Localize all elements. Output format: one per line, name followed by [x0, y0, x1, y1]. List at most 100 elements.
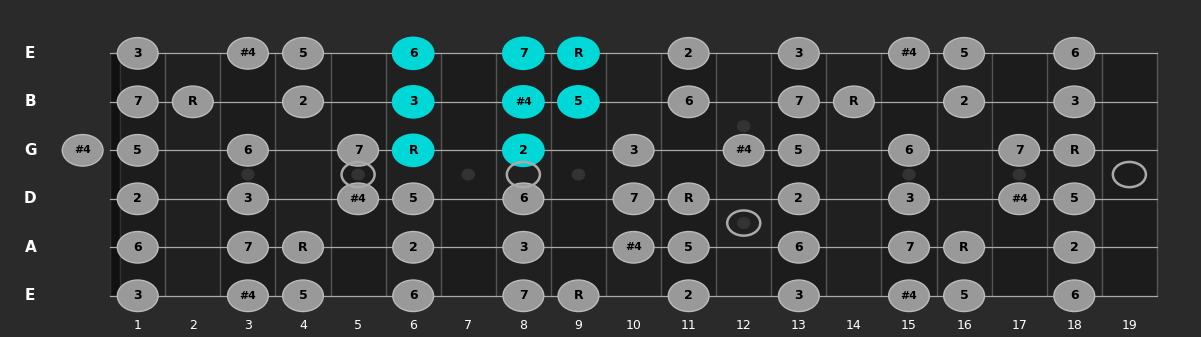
- Text: 11: 11: [681, 319, 697, 332]
- Text: 14: 14: [846, 319, 862, 332]
- Text: 3: 3: [244, 192, 252, 205]
- Text: 7: 7: [354, 144, 363, 157]
- Ellipse shape: [889, 232, 930, 263]
- Bar: [1047, 53, 1101, 296]
- Ellipse shape: [944, 86, 985, 118]
- Ellipse shape: [778, 280, 819, 311]
- Text: 5: 5: [133, 144, 142, 157]
- Ellipse shape: [944, 280, 985, 311]
- Bar: [220, 53, 275, 296]
- Text: 3: 3: [629, 144, 638, 157]
- Bar: [607, 53, 661, 296]
- Circle shape: [573, 169, 585, 180]
- Bar: [110, 53, 120, 296]
- Bar: [275, 53, 330, 296]
- Ellipse shape: [337, 183, 378, 215]
- Bar: [166, 53, 220, 296]
- Ellipse shape: [668, 86, 709, 118]
- Ellipse shape: [118, 232, 159, 263]
- Text: 4: 4: [299, 319, 307, 332]
- Ellipse shape: [393, 86, 434, 118]
- Bar: [496, 53, 551, 296]
- Ellipse shape: [944, 38, 985, 69]
- Ellipse shape: [503, 232, 544, 263]
- Text: #4: #4: [515, 97, 532, 107]
- Ellipse shape: [944, 232, 985, 263]
- Ellipse shape: [614, 183, 653, 215]
- Ellipse shape: [999, 134, 1040, 166]
- Bar: [1101, 53, 1157, 296]
- Text: E: E: [25, 46, 36, 61]
- Bar: [992, 53, 1047, 296]
- Ellipse shape: [393, 134, 434, 166]
- Text: 5: 5: [299, 289, 307, 302]
- Ellipse shape: [393, 232, 434, 263]
- Ellipse shape: [393, 280, 434, 311]
- Text: R: R: [189, 95, 198, 108]
- Ellipse shape: [558, 280, 599, 311]
- Bar: [826, 53, 882, 296]
- Circle shape: [903, 169, 915, 180]
- Text: R: R: [683, 192, 693, 205]
- Ellipse shape: [614, 232, 653, 263]
- Ellipse shape: [227, 134, 268, 166]
- Text: 5: 5: [960, 47, 968, 60]
- Text: #4: #4: [735, 145, 752, 155]
- Circle shape: [737, 218, 749, 228]
- Ellipse shape: [118, 134, 159, 166]
- Text: 12: 12: [736, 319, 752, 332]
- Ellipse shape: [337, 134, 378, 166]
- Text: 6: 6: [244, 144, 252, 157]
- Text: 7: 7: [904, 241, 914, 254]
- Text: 6: 6: [795, 241, 803, 254]
- Text: #4: #4: [349, 194, 366, 204]
- Text: #4: #4: [74, 145, 91, 155]
- Text: 3: 3: [133, 47, 142, 60]
- Text: 2: 2: [960, 95, 968, 108]
- Ellipse shape: [558, 86, 599, 118]
- Ellipse shape: [889, 280, 930, 311]
- Text: 6: 6: [408, 47, 418, 60]
- Text: 5: 5: [794, 144, 803, 157]
- Ellipse shape: [668, 232, 709, 263]
- Ellipse shape: [1054, 86, 1094, 118]
- Text: 2: 2: [1070, 241, 1078, 254]
- Ellipse shape: [778, 86, 819, 118]
- Ellipse shape: [999, 183, 1040, 215]
- Text: A: A: [24, 240, 36, 255]
- Text: 2: 2: [133, 192, 142, 205]
- Text: 2: 2: [685, 47, 693, 60]
- Text: 6: 6: [685, 95, 693, 108]
- Ellipse shape: [118, 183, 159, 215]
- Ellipse shape: [668, 183, 709, 215]
- Ellipse shape: [1054, 38, 1094, 69]
- Ellipse shape: [889, 38, 930, 69]
- Bar: [330, 53, 386, 296]
- Text: 13: 13: [791, 319, 807, 332]
- Ellipse shape: [778, 232, 819, 263]
- Text: D: D: [24, 191, 36, 206]
- Text: 18: 18: [1066, 319, 1082, 332]
- Ellipse shape: [778, 134, 819, 166]
- Text: 5: 5: [408, 192, 418, 205]
- Text: 7: 7: [519, 47, 527, 60]
- Text: 2: 2: [685, 289, 693, 302]
- Circle shape: [241, 169, 253, 180]
- Text: R: R: [574, 289, 584, 302]
- Text: 3: 3: [133, 289, 142, 302]
- Text: 6: 6: [904, 144, 913, 157]
- Text: 6: 6: [1070, 289, 1078, 302]
- Text: 7: 7: [465, 319, 472, 332]
- Text: 6: 6: [410, 319, 417, 332]
- Ellipse shape: [614, 134, 653, 166]
- Ellipse shape: [1054, 232, 1094, 263]
- Text: R: R: [574, 47, 584, 60]
- Ellipse shape: [118, 38, 159, 69]
- Text: 2: 2: [189, 319, 197, 332]
- Ellipse shape: [227, 280, 268, 311]
- Text: #4: #4: [901, 48, 918, 58]
- Ellipse shape: [503, 38, 544, 69]
- Text: 6: 6: [1070, 47, 1078, 60]
- Text: #4: #4: [239, 291, 256, 301]
- Ellipse shape: [889, 134, 930, 166]
